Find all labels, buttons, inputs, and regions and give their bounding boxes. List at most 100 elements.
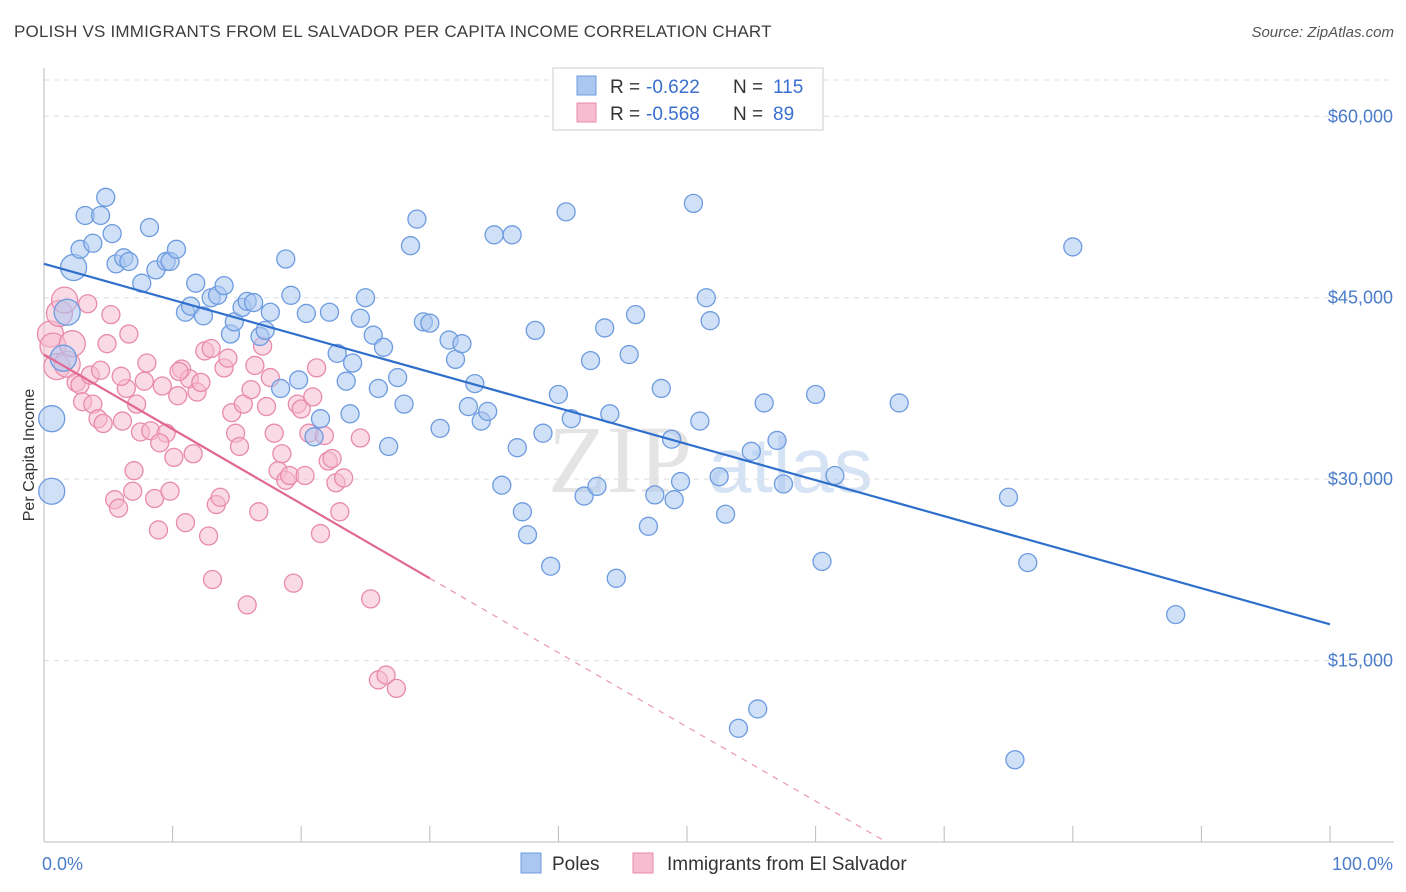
poles-point	[288, 370, 309, 390]
poles-point	[378, 436, 399, 457]
salvador-point	[137, 353, 157, 373]
poles-point	[342, 353, 363, 373]
poles-point	[606, 568, 626, 588]
salvador-point	[152, 376, 172, 396]
poles-point	[748, 699, 768, 719]
poles-point	[400, 236, 421, 256]
bottom-legend-swatch-salvador	[632, 852, 654, 874]
salvador-point	[237, 595, 257, 615]
salvador-point	[256, 396, 277, 417]
poles-point	[728, 718, 749, 738]
bottom-legend-salvador: Immigrants from El Salvador	[667, 854, 907, 875]
poles-point	[38, 405, 66, 433]
poles-point	[1063, 237, 1083, 257]
poles-point	[420, 313, 440, 333]
salvador-point	[218, 348, 238, 368]
poles-point	[502, 225, 522, 245]
poles-point	[773, 474, 794, 494]
poles-point	[525, 320, 545, 341]
salvador-point	[360, 589, 381, 609]
poles-point	[49, 344, 77, 372]
poles-point	[767, 430, 787, 451]
salvador-point	[168, 386, 188, 406]
correlation-legend: R = -0.622 N = 115 R = -0.568 N = 89	[552, 67, 824, 131]
salvador-point	[160, 481, 180, 501]
salvador-point	[148, 520, 169, 540]
poles-point	[119, 251, 139, 272]
chart-title: POLISH VS IMMIGRANTS FROM EL SALVADOR PE…	[14, 22, 772, 41]
legend-n-label: N =	[733, 104, 763, 125]
gridlines	[44, 79, 1394, 662]
series-poles-points	[38, 187, 1186, 770]
poles-point	[512, 502, 533, 522]
x-tick-label-min: 0.0%	[42, 854, 83, 874]
poles-point	[645, 485, 665, 505]
salvador-point	[386, 678, 407, 699]
legend-n-value-poles: 115	[773, 77, 803, 98]
poles-point	[625, 304, 646, 325]
y-tick-label: $15,000	[1328, 651, 1393, 671]
poles-point	[715, 504, 736, 524]
salvador-point	[78, 294, 98, 314]
poles-point	[139, 217, 160, 238]
poles-point	[193, 306, 214, 326]
poles-point	[651, 378, 671, 399]
legend-n-label: N =	[733, 77, 763, 98]
salvador-point	[272, 444, 292, 464]
y-axis-label: Per Capita Income	[21, 389, 38, 522]
poles-point	[296, 303, 316, 324]
poles-point	[83, 233, 103, 253]
poles-point	[812, 551, 832, 572]
poles-point	[619, 344, 639, 365]
y-tick-labels: $15,000 $30,000 $45,000 $60,000	[1328, 106, 1393, 670]
y-tick-label: $30,000	[1328, 469, 1393, 489]
salvador-point	[376, 665, 396, 685]
poles-point	[430, 418, 450, 438]
salvador-point	[350, 428, 371, 448]
salvador-point	[198, 526, 219, 546]
poles-point	[102, 223, 122, 244]
poles-point	[709, 467, 729, 487]
poles-point	[754, 393, 774, 413]
poles-point	[533, 423, 553, 443]
source-label: Source: ZipAtlas.com	[1251, 24, 1394, 41]
poles-point	[350, 308, 371, 328]
salvador-point	[291, 399, 311, 419]
axes	[43, 68, 1394, 843]
salvador-point	[169, 361, 189, 382]
poles-point	[327, 343, 347, 364]
salvador-point	[245, 355, 265, 376]
poles-point	[368, 378, 389, 399]
poles-point	[741, 441, 761, 461]
salvador-point	[249, 502, 269, 522]
poles-point	[889, 393, 909, 413]
poles-point	[690, 411, 710, 431]
salvador-point	[264, 423, 284, 443]
y-tick-label: $45,000	[1328, 288, 1393, 308]
poles-point	[407, 209, 427, 229]
bottom-legend-poles: Poles	[552, 854, 600, 875]
poles-point	[452, 334, 472, 354]
poles-point	[260, 302, 280, 322]
poles-point	[561, 409, 581, 429]
salvador-point	[123, 481, 143, 501]
salvador-point	[191, 372, 211, 393]
poles-point	[998, 487, 1019, 507]
salvador-point	[303, 387, 323, 407]
poles-trend-line	[43, 262, 1331, 626]
poles-point	[214, 275, 234, 296]
trend-lines	[43, 262, 1331, 843]
poles-point	[664, 490, 684, 510]
x-tick-labels: 0.0% 100.0%	[42, 854, 1393, 874]
poles-point	[638, 516, 659, 536]
salvador-point	[295, 465, 315, 486]
legend-r-value-poles: -0.622	[646, 77, 700, 98]
y-tick-label: $60,000	[1328, 106, 1393, 126]
poles-point	[243, 292, 264, 313]
salvador-point	[97, 334, 117, 354]
poles-point	[484, 225, 504, 245]
poles-point	[696, 288, 716, 308]
poles-point	[507, 438, 527, 458]
poles-point	[492, 475, 512, 495]
salvador-point	[330, 502, 350, 522]
